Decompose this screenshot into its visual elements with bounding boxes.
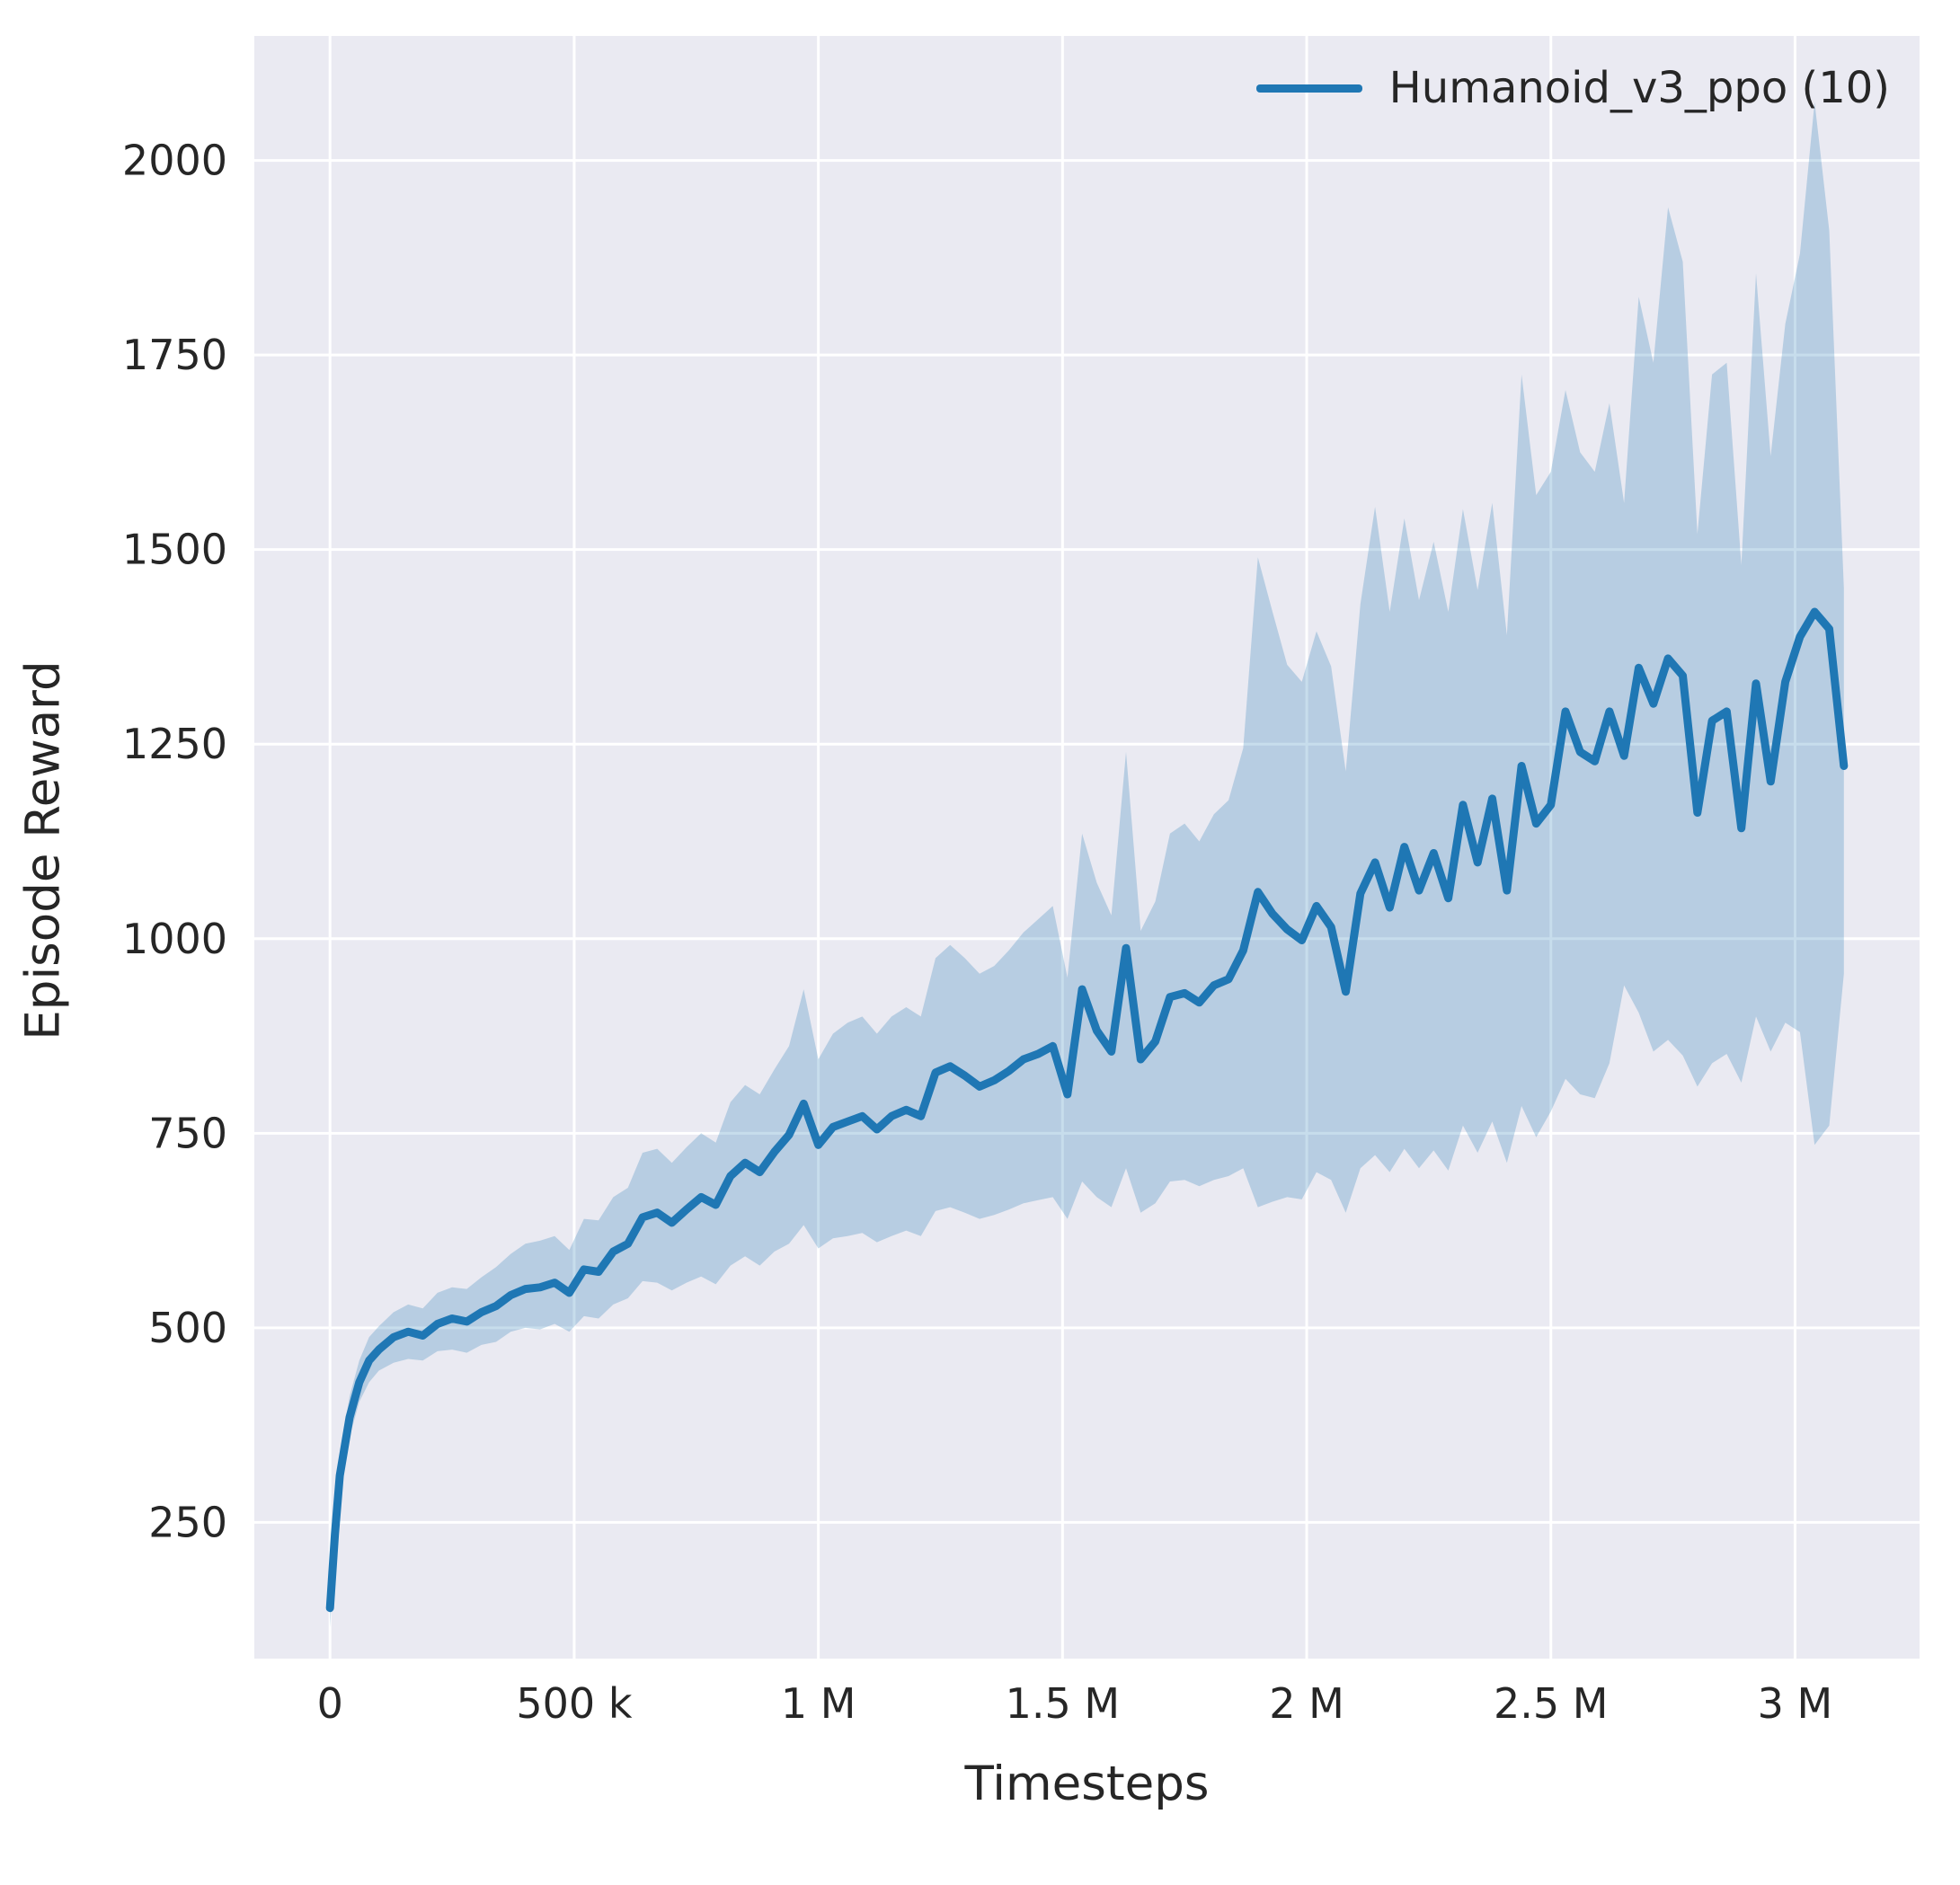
y-tick-label: 750: [148, 1109, 227, 1157]
x-axis-label: Timesteps: [964, 1757, 1210, 1811]
x-tick-label: 1.5 M: [1006, 1679, 1120, 1728]
y-tick-label: 1750: [122, 331, 227, 379]
y-tick-label: 1500: [122, 526, 227, 574]
legend-label: Humanoid_v3_ppo (10): [1388, 63, 1890, 113]
y-axis-label: Episode Reward: [15, 660, 71, 1040]
x-tick-label: 500 k: [516, 1679, 632, 1728]
x-tick-label: 0: [317, 1679, 343, 1728]
legend-line-swatch: [1255, 84, 1362, 93]
y-tick-label: 250: [148, 1498, 227, 1546]
x-tick-label: 2 M: [1269, 1679, 1344, 1728]
y-tick-label: 500: [148, 1304, 227, 1352]
y-tick-label: 2000: [122, 137, 227, 185]
legend: Humanoid_v3_ppo (10): [1255, 63, 1890, 113]
x-tick-label: 1 M: [781, 1679, 856, 1728]
y-tick-label: 1250: [122, 720, 227, 768]
plot-area: [254, 36, 1920, 1659]
x-tick-label: 2.5 M: [1494, 1679, 1608, 1728]
confidence-band: [330, 102, 1844, 1628]
y-tick-label: 1000: [122, 915, 227, 963]
x-tick-label: 3 M: [1758, 1679, 1833, 1728]
mean-line: [325, 607, 1849, 1613]
